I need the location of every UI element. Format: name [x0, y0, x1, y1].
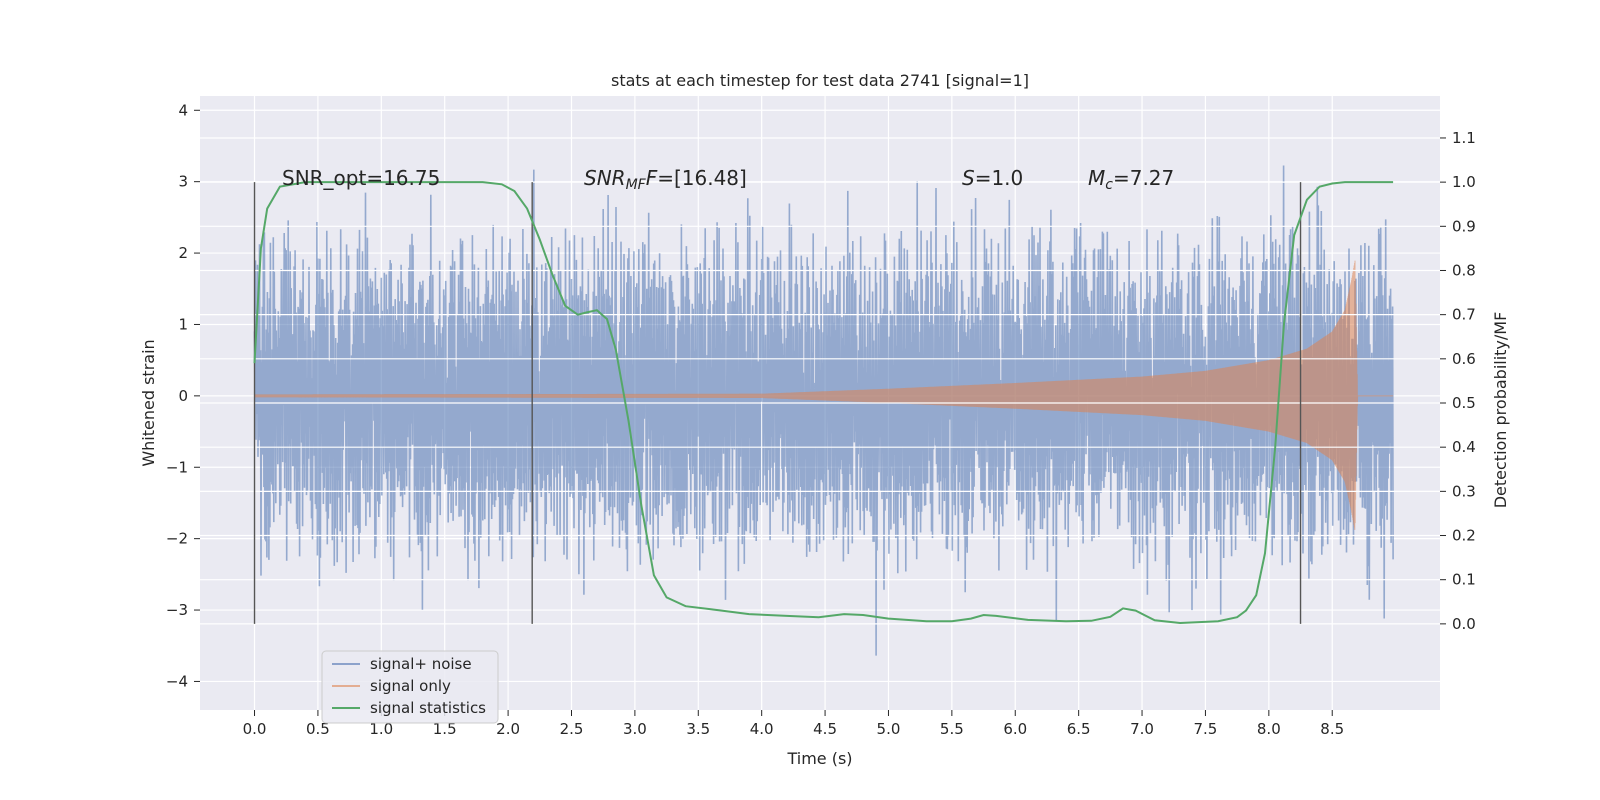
right-axis-gridlines	[200, 137, 1440, 625]
x-tick-label: 4.5	[813, 720, 837, 738]
y-left-tick-label: 3	[178, 173, 188, 191]
y-left-tick-label: 4	[178, 101, 188, 119]
x-axis-ticks: 0.0 0.5 1.0 1.5 2.0 2.5 3.0 3.5 4.0 4.5 5.0 5.5 6.0 6…	[243, 710, 1344, 738]
right-y-axis-label: Detection probability/MF	[1491, 312, 1510, 509]
y-left-tick-label: 1	[178, 315, 188, 333]
y-right-tick-label: 0.1	[1452, 571, 1476, 589]
right-y-axis-ticks: 1.1 1.0 0.9 0.8 0.7 0.6 0.5 0.4 0.3 0.2 0.1 0.0	[1440, 129, 1476, 633]
x-tick-label: 0.5	[306, 720, 330, 738]
legend: signal+ noise signal only signal statist…	[321, 650, 499, 724]
annotation-mc: Mc=7.27	[1088, 166, 1174, 193]
x-tick-label: 1.0	[369, 720, 393, 738]
x-axis-label: Time (s)	[786, 749, 852, 768]
x-tick-label: 5.0	[877, 720, 901, 738]
y-left-tick-label: −1	[166, 458, 188, 476]
x-tick-label: 6.5	[1067, 720, 1091, 738]
x-tick-label: 3.5	[686, 720, 710, 738]
chart-title: stats at each timestep for test data 274…	[611, 71, 1029, 90]
y-right-tick-label: 0.0	[1452, 615, 1476, 633]
x-tick-label: 8.5	[1320, 720, 1344, 738]
y-right-tick-label: 0.8	[1452, 261, 1476, 279]
annotations: SNR_opt=16.75 SNRMFF=[16.48] S=1.0 Mc=7.…	[282, 166, 1174, 193]
y-left-tick-label: −2	[166, 530, 188, 548]
series-signal-line	[254, 260, 1394, 530]
y-left-tick-label: 2	[178, 244, 188, 262]
series-statistics-line	[253, 181, 1394, 625]
left-y-axis-ticks: 4 3 2 1 0 −1 −2 −3 −4	[166, 101, 200, 690]
x-tick-label: 1.5	[433, 720, 457, 738]
annotation-s: S=1.0	[962, 166, 1023, 190]
y-right-tick-label: 0.2	[1452, 527, 1476, 545]
series-noise-line	[253, 165, 1394, 656]
y-right-tick-label: 0.7	[1452, 306, 1476, 324]
y-right-tick-label: 0.9	[1452, 217, 1476, 235]
y-right-tick-label: 0.3	[1452, 482, 1476, 500]
y-left-tick-label: −3	[166, 601, 188, 619]
y-right-tick-label: 0.6	[1452, 350, 1476, 368]
x-tick-label: 2.5	[560, 720, 584, 738]
legend-box	[321, 650, 499, 724]
x-tick-label: 7.5	[1194, 720, 1218, 738]
x-tick-label: 0.0	[243, 720, 267, 738]
legend-label-signal: signal only	[370, 677, 451, 695]
x-tick-label: 5.5	[940, 720, 964, 738]
y-right-tick-label: 0.4	[1452, 438, 1476, 456]
x-tick-label: 2.0	[496, 720, 520, 738]
left-y-axis-label: Whitened strain	[139, 339, 158, 466]
y-left-tick-label: 0	[178, 387, 188, 405]
y-right-tick-label: 1.1	[1452, 129, 1476, 147]
x-tick-label: 7.0	[1130, 720, 1154, 738]
x-tick-label: 8.0	[1257, 720, 1281, 738]
annotation-snr-opt: SNR_opt=16.75	[282, 166, 440, 190]
legend-label-noise: signal+ noise	[370, 655, 472, 673]
x-tick-label: 4.0	[750, 720, 774, 738]
y-right-tick-label: 0.5	[1452, 394, 1476, 412]
legend-label-statistics: signal statistics	[370, 699, 486, 717]
x-tick-label: 6.0	[1003, 720, 1027, 738]
window-markers	[253, 182, 1302, 624]
y-left-tick-label: −4	[166, 672, 188, 690]
x-tick-label: 3.0	[623, 720, 647, 738]
y-right-tick-label: 1.0	[1452, 173, 1476, 191]
annotation-snr-mf: SNRMFF=[16.48]	[584, 166, 747, 193]
